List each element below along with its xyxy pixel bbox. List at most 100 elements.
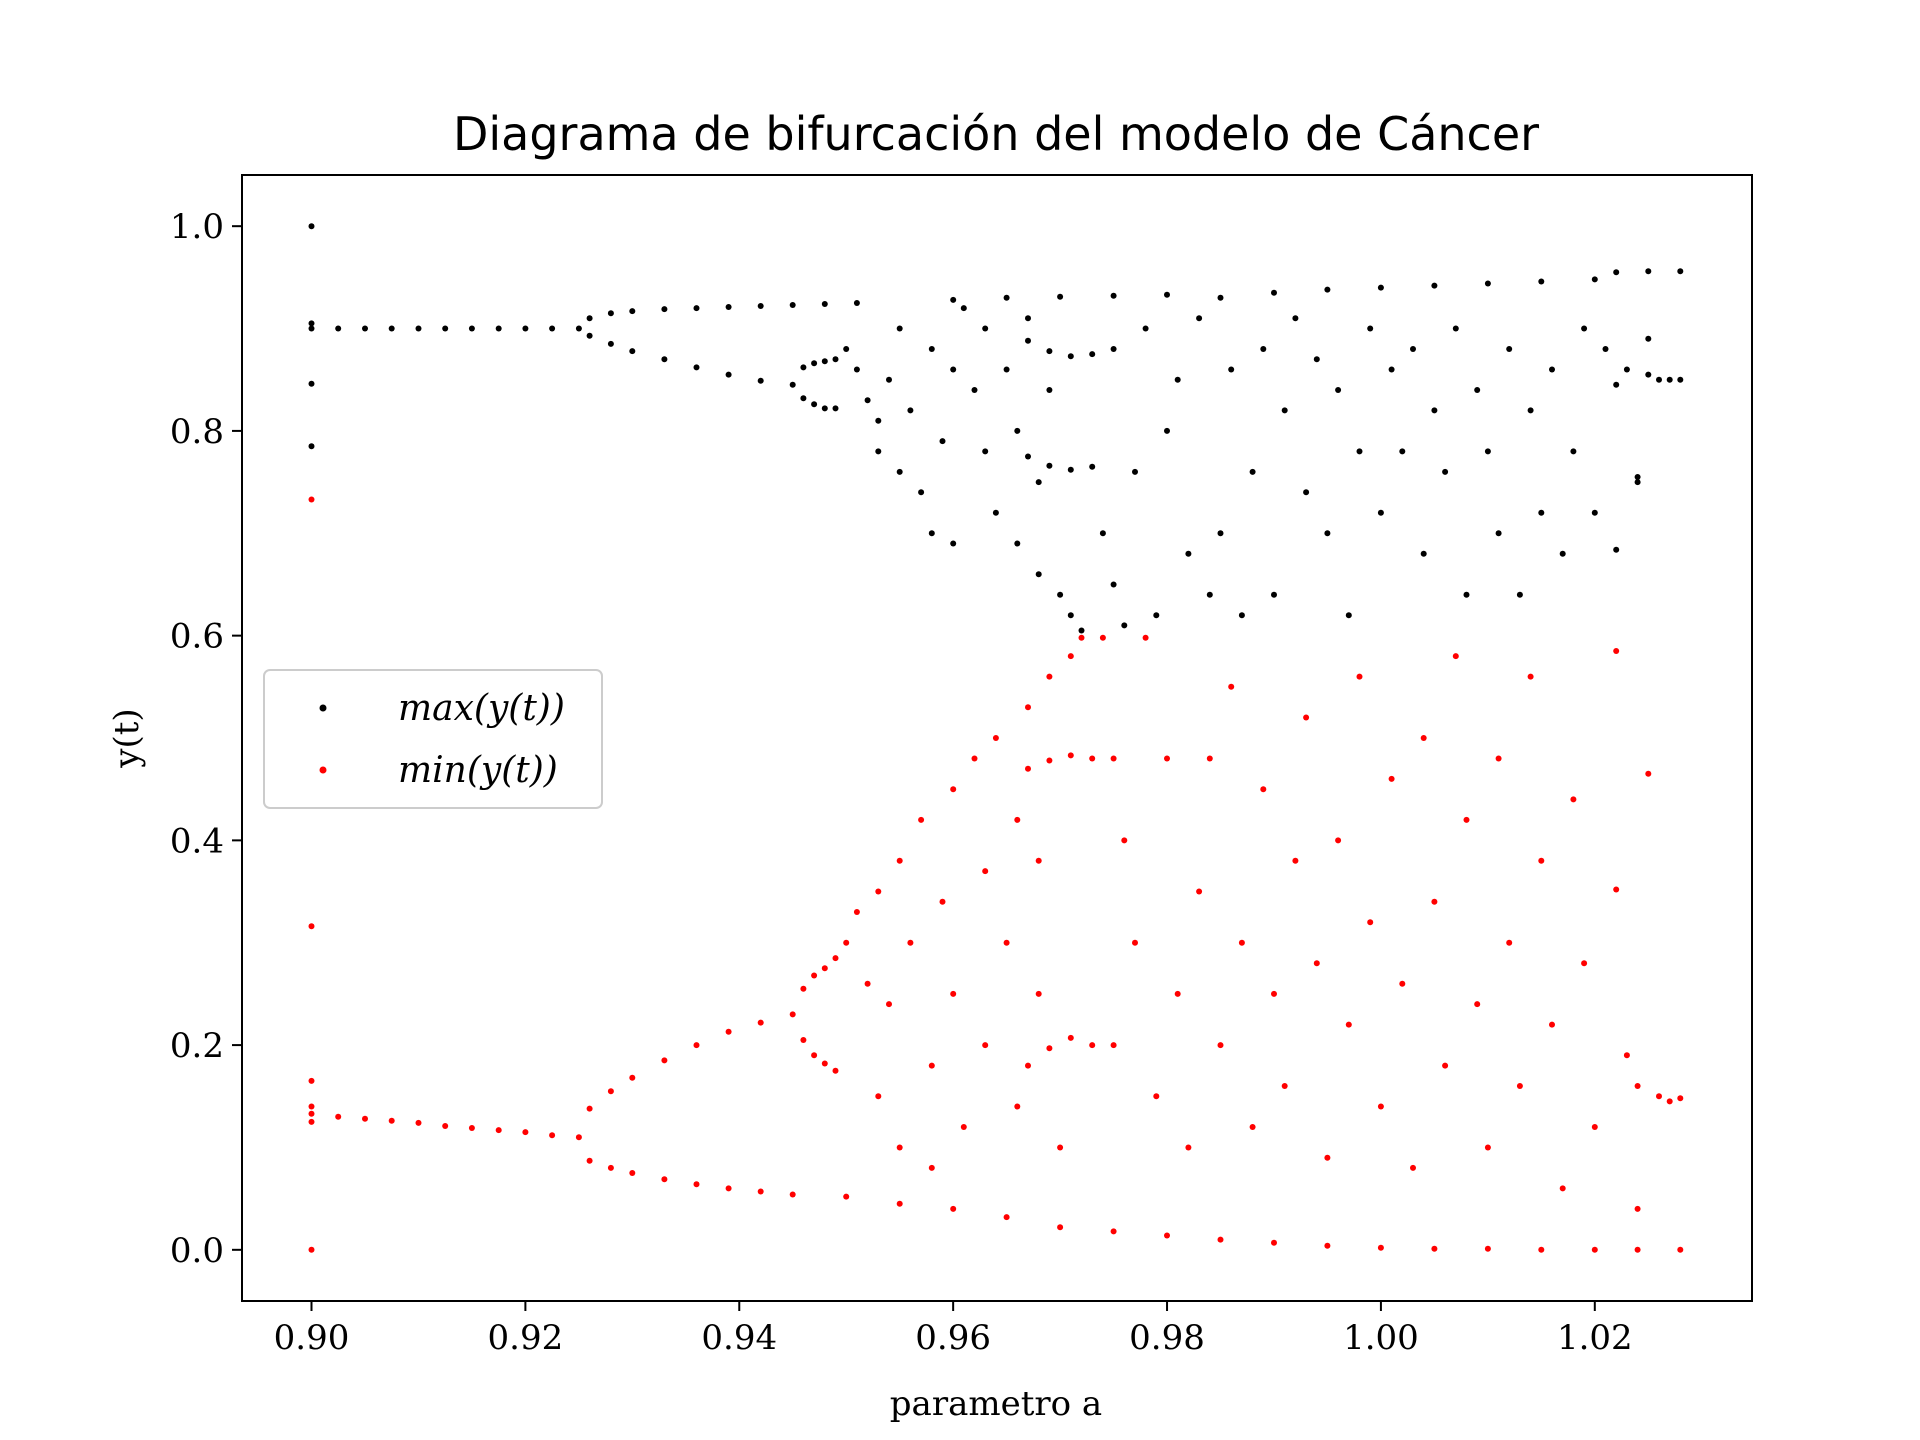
legend-label-min: min(y(t)) xyxy=(398,750,558,791)
data-point xyxy=(1474,1001,1481,1008)
data-point xyxy=(1613,648,1620,654)
data-point xyxy=(495,325,502,332)
data-point xyxy=(1324,1242,1331,1249)
data-point xyxy=(1645,335,1652,342)
data-point xyxy=(1217,294,1224,301)
data-point xyxy=(928,530,935,537)
data-point xyxy=(950,1205,957,1212)
data-point xyxy=(1057,1144,1064,1151)
data-point xyxy=(1516,1083,1523,1089)
data-point xyxy=(928,1164,935,1171)
data-point xyxy=(1420,550,1427,557)
data-point xyxy=(661,356,668,363)
data-point xyxy=(1591,1246,1598,1253)
data-point xyxy=(1238,612,1245,619)
data-point xyxy=(886,1001,892,1008)
data-point xyxy=(821,1060,828,1067)
data-point xyxy=(607,1164,614,1171)
data-point xyxy=(1602,346,1609,352)
data-point xyxy=(1591,1124,1598,1130)
data-point xyxy=(1164,291,1170,298)
data-point xyxy=(586,1105,593,1112)
data-point xyxy=(1388,366,1395,373)
data-point xyxy=(1067,353,1074,360)
data-point xyxy=(1656,376,1662,383)
data-point xyxy=(1003,1214,1010,1221)
data-point xyxy=(1035,990,1042,997)
data-point xyxy=(907,939,914,946)
data-point xyxy=(875,1093,882,1100)
data-point xyxy=(1335,387,1342,393)
data-point xyxy=(1613,546,1620,553)
data-point xyxy=(1228,366,1235,373)
data-point xyxy=(1164,1232,1170,1239)
data-point xyxy=(789,1191,796,1198)
data-point xyxy=(1281,407,1288,414)
data-point xyxy=(308,1077,315,1084)
data-point xyxy=(1303,489,1310,496)
data-point xyxy=(661,1057,668,1064)
data-point xyxy=(442,325,449,332)
data-point xyxy=(875,448,882,455)
x-tick-label: 0.96 xyxy=(915,1318,991,1358)
data-point xyxy=(308,1103,315,1110)
data-point xyxy=(362,1115,368,1122)
data-point xyxy=(1303,714,1310,721)
data-point xyxy=(811,1052,818,1059)
data-point xyxy=(1153,612,1160,619)
data-point xyxy=(522,1129,529,1136)
data-point xyxy=(1516,591,1523,598)
data-point xyxy=(821,301,828,307)
data-point xyxy=(1623,1052,1630,1059)
data-point xyxy=(832,955,839,962)
data-point xyxy=(971,387,978,393)
data-point xyxy=(1377,1244,1384,1251)
data-point xyxy=(1217,530,1224,537)
y-tick-label: 0.4 xyxy=(170,821,224,861)
data-point xyxy=(1099,634,1106,641)
data-point xyxy=(1613,269,1620,276)
data-point xyxy=(1591,509,1598,516)
x-tick-label: 1.02 xyxy=(1557,1318,1633,1358)
data-point xyxy=(1324,1154,1331,1161)
data-point xyxy=(1484,1245,1491,1252)
data-point xyxy=(1014,427,1021,434)
data-point xyxy=(1410,1164,1416,1171)
data-point xyxy=(629,308,636,315)
data-point xyxy=(757,377,764,384)
data-point xyxy=(1335,837,1342,844)
data-point xyxy=(1035,857,1042,864)
x-tick-label: 1.00 xyxy=(1343,1318,1419,1358)
data-point xyxy=(811,401,818,408)
data-point xyxy=(1356,448,1363,455)
data-point xyxy=(308,496,315,503)
data-point xyxy=(1484,1144,1491,1151)
data-point xyxy=(1506,346,1513,352)
data-point xyxy=(982,448,989,455)
data-point xyxy=(1046,462,1053,469)
data-point xyxy=(1099,530,1106,537)
data-point xyxy=(1677,268,1684,275)
data-point xyxy=(335,325,342,332)
data-point xyxy=(725,1028,732,1035)
data-point xyxy=(1431,898,1438,905)
data-point xyxy=(950,366,957,373)
data-point xyxy=(575,1134,582,1141)
data-point xyxy=(1623,366,1630,373)
data-point xyxy=(725,371,732,378)
data-point xyxy=(1260,346,1267,352)
data-point xyxy=(1313,960,1320,967)
data-point xyxy=(549,1132,556,1139)
data-point xyxy=(992,509,999,516)
data-point xyxy=(1078,627,1085,634)
data-point xyxy=(886,376,892,383)
data-point xyxy=(1399,448,1406,455)
chart-title: Diagrama de bifurcación del modelo de Cá… xyxy=(453,107,1539,161)
data-point xyxy=(629,348,636,355)
data-point xyxy=(1121,622,1128,629)
data-point xyxy=(1057,1224,1064,1231)
legend-label-max: max(y(t)) xyxy=(398,688,565,729)
data-point xyxy=(1677,1246,1684,1253)
data-point xyxy=(843,939,850,946)
data-point xyxy=(1377,509,1384,516)
